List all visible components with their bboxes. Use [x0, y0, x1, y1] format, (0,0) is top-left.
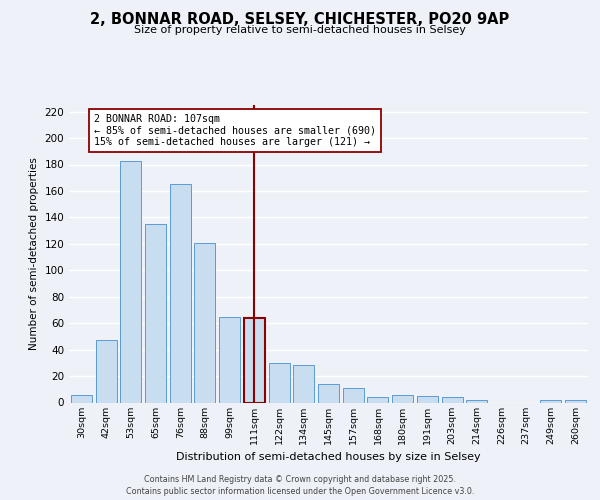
Bar	[541, 400, 562, 402]
Bar	[392, 394, 413, 402]
Bar	[417, 396, 438, 402]
Bar	[120, 160, 141, 402]
Bar	[442, 397, 463, 402]
Text: 2, BONNAR ROAD, SELSEY, CHICHESTER, PO20 9AP: 2, BONNAR ROAD, SELSEY, CHICHESTER, PO20…	[91, 12, 509, 28]
Text: Size of property relative to semi-detached houses in Selsey: Size of property relative to semi-detach…	[134, 25, 466, 35]
Text: Contains HM Land Registry data © Crown copyright and database right 2025.
Contai: Contains HM Land Registry data © Crown c…	[126, 475, 474, 496]
Bar	[565, 400, 586, 402]
Bar	[269, 363, 290, 403]
Bar	[367, 397, 388, 402]
Bar	[95, 340, 116, 402]
Bar	[343, 388, 364, 402]
X-axis label: Distribution of semi-detached houses by size in Selsey: Distribution of semi-detached houses by …	[176, 452, 481, 462]
Text: 2 BONNAR ROAD: 107sqm
← 85% of semi-detached houses are smaller (690)
15% of sem: 2 BONNAR ROAD: 107sqm ← 85% of semi-deta…	[94, 114, 376, 148]
Bar	[466, 400, 487, 402]
Bar	[170, 184, 191, 402]
Bar	[219, 316, 240, 402]
Bar	[244, 318, 265, 402]
Bar	[318, 384, 339, 402]
Y-axis label: Number of semi-detached properties: Number of semi-detached properties	[29, 158, 39, 350]
Bar	[145, 224, 166, 402]
Bar	[71, 394, 92, 402]
Bar	[194, 242, 215, 402]
Bar	[293, 366, 314, 403]
